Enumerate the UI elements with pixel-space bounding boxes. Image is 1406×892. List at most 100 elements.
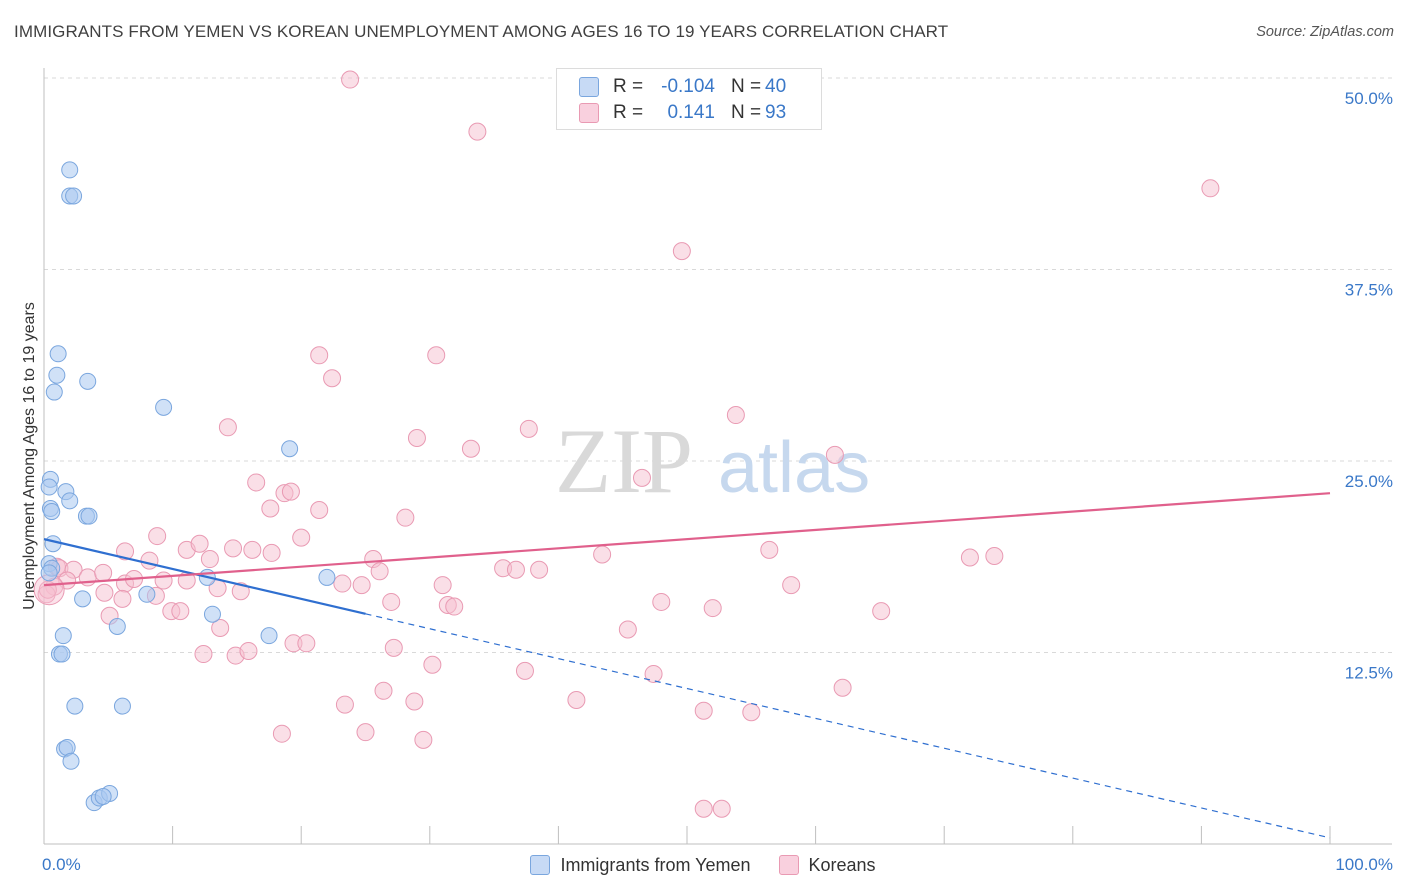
yemen-point <box>80 507 98 525</box>
korean-point <box>632 468 651 487</box>
yemen-point <box>155 398 173 416</box>
legend-item-yemen: Immigrants from Yemen <box>530 854 751 876</box>
yemen-swatch <box>530 855 551 875</box>
grid-lines <box>44 77 1392 653</box>
yemen-point <box>281 440 299 458</box>
series-legend: Immigrants from Yemen Koreans <box>0 852 1406 878</box>
y-tick-label: 50.0% <box>1345 89 1393 108</box>
korean-point <box>468 122 487 141</box>
legend-row-korean: R = 0.141 N = 93 <box>579 101 786 125</box>
yemen-point <box>260 627 278 645</box>
legend-label-yemen: Immigrants from Yemen <box>560 854 751 875</box>
yemen-point <box>94 788 112 806</box>
yemen-point <box>49 345 67 363</box>
korean-point <box>200 550 219 569</box>
korean-point <box>427 346 446 365</box>
korean-point <box>247 473 266 492</box>
korean-point <box>760 540 779 559</box>
korean-point <box>310 501 329 520</box>
source-label: Source: ZipAtlas.com <box>1256 24 1394 40</box>
korean-point <box>374 681 393 700</box>
korean-point <box>333 574 352 593</box>
korean-point <box>94 563 113 582</box>
r-label: R = <box>613 76 644 97</box>
yemen-point <box>108 617 126 635</box>
korean-point <box>872 602 891 621</box>
korean-point <box>218 418 237 437</box>
korean-point <box>262 543 281 562</box>
korean-point <box>356 723 375 742</box>
korean-point <box>652 592 671 611</box>
korean-point <box>672 242 691 261</box>
yemen-point <box>66 697 84 715</box>
correlation-legend: R = -0.104 N = 40 R = 0.141 N = 93 <box>556 68 822 130</box>
korean-point <box>396 508 415 527</box>
yemen-point <box>62 752 80 770</box>
korean-point <box>726 406 745 425</box>
yemen-point <box>43 503 61 521</box>
yemen-point <box>79 372 97 390</box>
yemen-point <box>61 161 79 179</box>
y-tick-label: 25.0% <box>1345 472 1393 491</box>
yemen-point <box>65 187 83 205</box>
korean-trend-line <box>43 492 1331 587</box>
y-axis-label: Unemployment Among Ages 16 to 19 years <box>21 302 38 610</box>
korean-point <box>116 542 135 561</box>
korean-point <box>423 655 442 674</box>
yemen-point <box>44 535 62 553</box>
x-tick-label: 0.0% <box>42 855 81 874</box>
watermark-atlas: atlas <box>718 428 870 508</box>
yemen-point <box>318 568 336 586</box>
yemen-point <box>74 590 92 608</box>
korean-point <box>310 346 329 365</box>
korean-point <box>1201 179 1220 198</box>
korean-point <box>530 560 549 579</box>
korean-point <box>239 641 258 660</box>
legend-label-korean: Koreans <box>808 854 876 875</box>
x-tick-label: 100.0% <box>1335 855 1393 874</box>
yemen-point <box>40 478 58 496</box>
yemen-point <box>48 366 66 384</box>
yemen-point <box>54 627 72 645</box>
korean-point <box>281 482 300 501</box>
korean-point <box>825 445 844 464</box>
tick-labels: 12.5% 25.0% 37.5% 50.0% 0.0% 100.0% <box>42 89 1393 874</box>
korean-point <box>694 799 713 818</box>
korean-point <box>243 540 262 559</box>
korean-point <box>140 551 159 570</box>
korean-point <box>297 634 316 653</box>
korean-point <box>506 560 525 579</box>
n-value: 93 <box>765 102 787 123</box>
yemen-point <box>45 383 63 401</box>
r-value: -0.104 <box>661 76 715 97</box>
korean-point <box>618 620 637 639</box>
korean-point <box>95 583 114 602</box>
korean-point <box>323 369 342 388</box>
korean-point <box>703 599 722 618</box>
r-label: R = <box>613 102 644 123</box>
korean-point <box>261 499 280 518</box>
n-label: N = <box>731 102 762 123</box>
korean-point <box>341 70 360 89</box>
korean-point <box>712 799 731 818</box>
korean-point <box>519 419 538 438</box>
trend-lines <box>43 492 1331 839</box>
yemen-point <box>53 645 71 663</box>
korean-point <box>593 545 612 564</box>
korean-point <box>694 701 713 720</box>
korean-point <box>414 730 433 749</box>
korean-swatch <box>579 103 599 123</box>
korean-point <box>515 661 534 680</box>
yemen-point <box>203 605 221 623</box>
korean-point <box>567 690 586 709</box>
y-tick-label: 37.5% <box>1345 281 1393 300</box>
yemen-point <box>61 492 79 510</box>
n-label: N = <box>731 76 762 97</box>
yemen-trend-extension <box>365 613 1331 839</box>
r-value: 0.141 <box>667 102 715 123</box>
axes <box>43 68 1392 845</box>
yemen-point <box>113 697 131 715</box>
legend-item-korean: Koreans <box>778 854 876 876</box>
korean-point <box>985 546 1004 565</box>
